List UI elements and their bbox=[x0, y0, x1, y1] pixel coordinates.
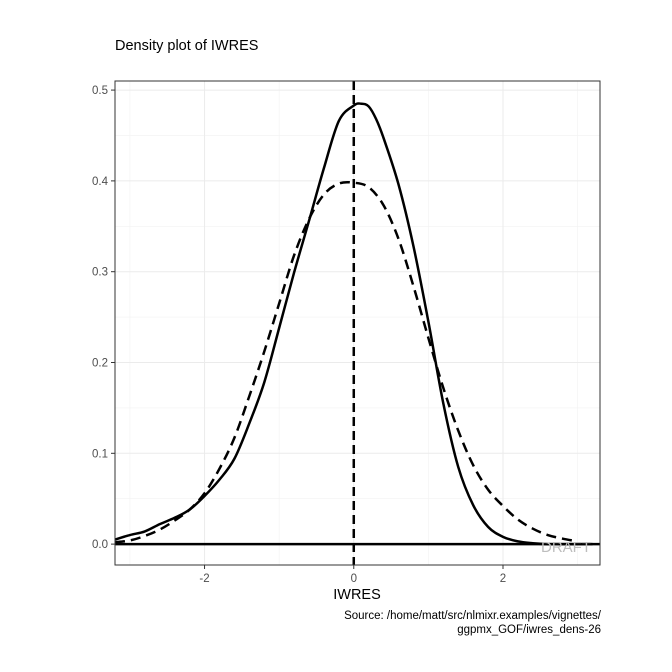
y-tick-label: 0.1 bbox=[92, 448, 108, 460]
x-tick-label: 2 bbox=[500, 573, 506, 585]
y-tick-label: 0.5 bbox=[92, 85, 108, 97]
x-tick-label: 0 bbox=[351, 573, 357, 585]
chart-title: Density plot of IWRES bbox=[115, 38, 258, 54]
caption-line-2: ggpmx_GOF/iwres_dens-26 bbox=[457, 624, 601, 636]
draft-watermark: DRAFT bbox=[541, 539, 591, 556]
caption-line-1: Source: /home/matt/src/nlmixr.examples/v… bbox=[344, 610, 602, 622]
y-tick-label: 0.0 bbox=[92, 539, 108, 551]
density-line-dashed bbox=[114, 180, 578, 544]
axis-ticks: -2 0 2 0.0 0.1 0.2 0.3 0.4 0.5 bbox=[92, 85, 506, 585]
density-series bbox=[114, 102, 593, 546]
reference-lines bbox=[115, 81, 600, 565]
y-tick-label: 0.4 bbox=[92, 176, 109, 188]
panel-border bbox=[114, 80, 601, 566]
x-axis-label: IWRES bbox=[333, 587, 381, 603]
gridlines bbox=[115, 81, 600, 565]
y-tick-label: 0.2 bbox=[92, 358, 108, 370]
x-tick-label: -2 bbox=[199, 573, 209, 585]
y-tick-label: 0.3 bbox=[92, 267, 108, 279]
